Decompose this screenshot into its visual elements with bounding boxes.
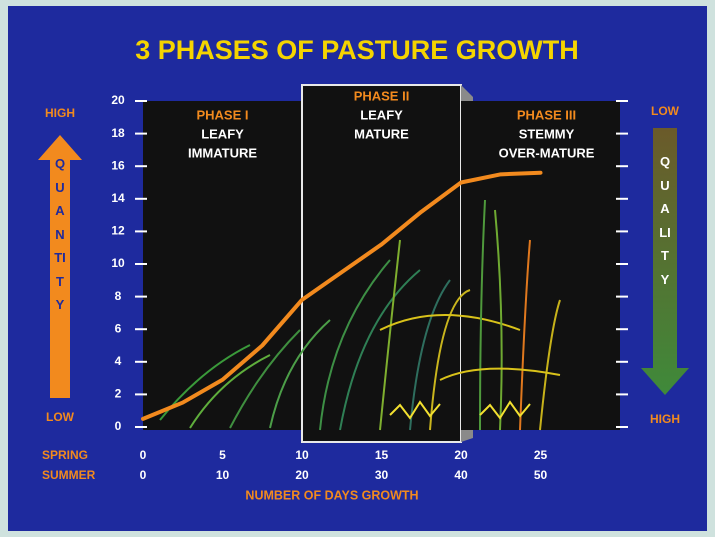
- y-tick-label: 8: [115, 289, 122, 303]
- y-tick-label: 20: [111, 93, 125, 107]
- quality-word: QUALITY: [657, 150, 673, 291]
- x2-tick-label: 0: [140, 468, 147, 482]
- y-tick-label: 14: [111, 191, 125, 205]
- phase-description: LEAFY: [201, 126, 244, 141]
- x2-tick-label: 50: [534, 468, 548, 482]
- phase-name: PHASE I: [196, 107, 248, 122]
- x2-tick-label: 30: [375, 468, 389, 482]
- y-tick-label: 18: [111, 126, 125, 140]
- phase-name: PHASE III: [517, 107, 576, 122]
- x2-tick-label: 40: [454, 468, 468, 482]
- left-scale-bottom: LOW: [46, 410, 75, 424]
- y-tick-label: 6: [115, 321, 122, 335]
- x-tick-label: 20: [454, 448, 468, 462]
- left-scale-top: HIGH: [45, 106, 75, 120]
- y-tick-label: 16: [111, 158, 125, 172]
- x2-tick-label: 20: [295, 468, 309, 482]
- y-tick-label: 10: [111, 256, 125, 270]
- y-tick-label: 12: [111, 224, 125, 238]
- right-scale-top: LOW: [651, 104, 680, 118]
- x-tick-label: 10: [295, 448, 309, 462]
- phase-description: LEAFY: [360, 107, 403, 122]
- x-tick-label: 5: [219, 448, 226, 462]
- x-row-label: SPRING: [42, 448, 88, 462]
- x-tick-label: 15: [375, 448, 389, 462]
- x-axis-title: NUMBER OF DAYS GROWTH: [245, 488, 418, 502]
- chart: 3 PHASES OF PASTURE GROWTH PHASE I LEAFY I…: [0, 0, 715, 537]
- quantity-word: QUANTITY: [52, 152, 68, 317]
- chart-title: 3 PHASES OF PASTURE GROWTH: [135, 35, 579, 65]
- page: 3 PHASES OF PASTURE GROWTH PHASE I LEAFY I…: [0, 0, 715, 537]
- x2-tick-label: 10: [216, 468, 230, 482]
- x-tick-label: 0: [140, 448, 147, 462]
- y-tick-label: 4: [115, 354, 122, 368]
- x2-row-label: SUMMER: [42, 468, 96, 482]
- y-tick-label: 0: [115, 419, 122, 433]
- phase-description: STEMMY: [519, 126, 575, 141]
- phase-description: IMMATURE: [188, 145, 257, 160]
- phase-description: OVER-MATURE: [499, 145, 595, 160]
- right-scale-bottom: HIGH: [650, 412, 680, 426]
- phase-name: PHASE II: [354, 88, 410, 103]
- x-tick-label: 25: [534, 448, 548, 462]
- y-tick-label: 2: [115, 387, 122, 401]
- phase-description: MATURE: [354, 126, 409, 141]
